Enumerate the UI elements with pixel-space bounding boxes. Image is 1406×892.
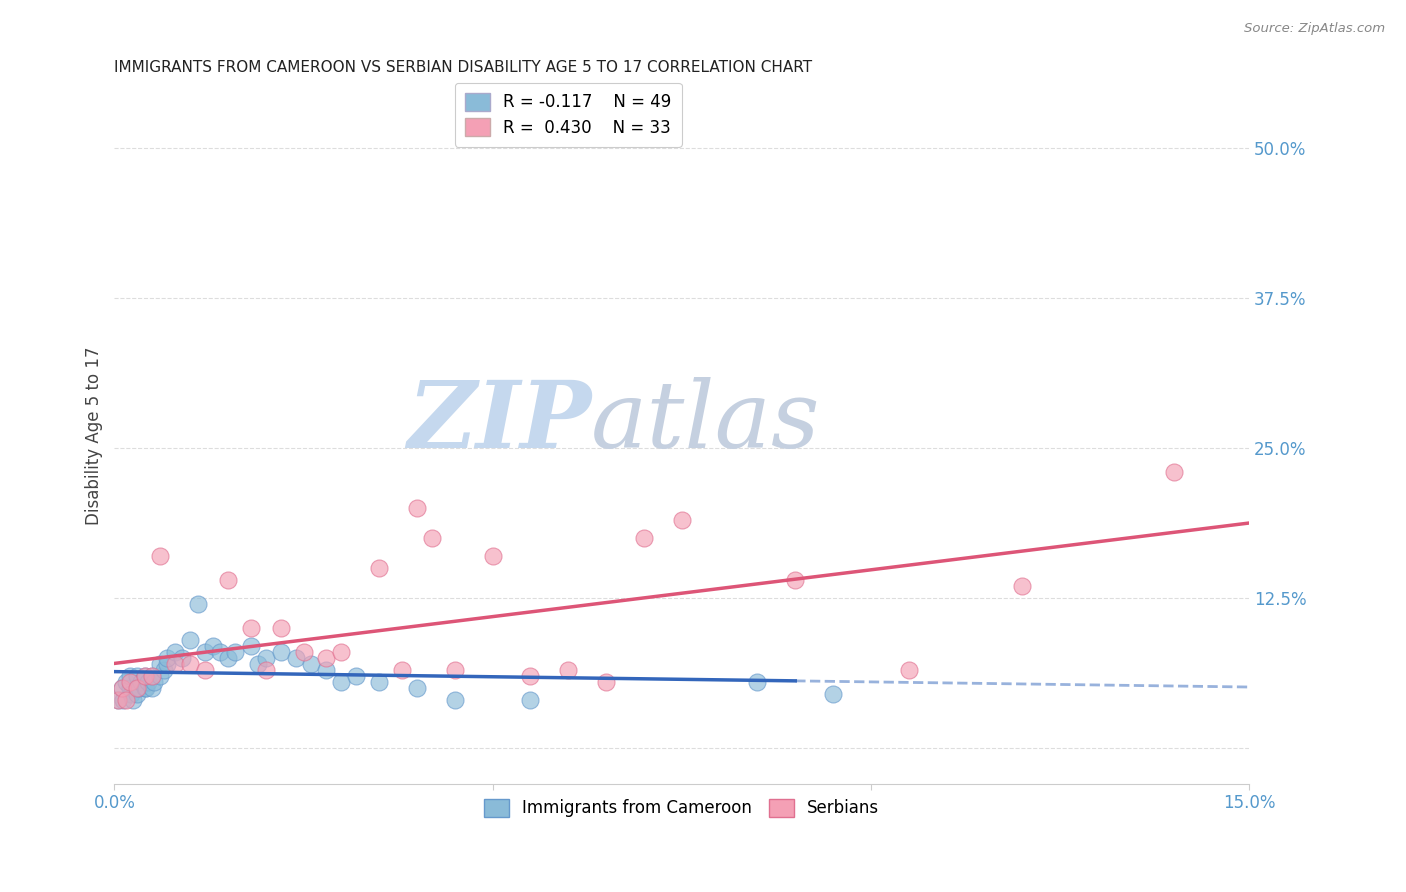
Y-axis label: Disability Age 5 to 17: Disability Age 5 to 17	[86, 347, 103, 525]
Point	[224, 645, 246, 659]
Text: Source: ZipAtlas.com: Source: ZipAtlas.com	[1244, 22, 1385, 36]
Point	[156, 650, 179, 665]
Point	[368, 561, 391, 575]
Point	[129, 674, 152, 689]
Point	[406, 500, 429, 515]
Point	[285, 650, 308, 665]
Point	[122, 693, 145, 707]
Point	[239, 639, 262, 653]
Point	[179, 657, 201, 671]
Point	[120, 687, 142, 701]
Point	[420, 531, 443, 545]
Point	[134, 681, 156, 695]
Point	[138, 674, 160, 689]
Text: atlas: atlas	[591, 377, 821, 467]
Point	[254, 650, 277, 665]
Point	[118, 681, 141, 695]
Point	[127, 669, 149, 683]
Text: IMMIGRANTS FROM CAMEROON VS SERBIAN DISABILITY AGE 5 TO 17 CORRELATION CHART: IMMIGRANTS FROM CAMEROON VS SERBIAN DISA…	[114, 60, 813, 75]
Point	[270, 645, 292, 659]
Point	[747, 674, 769, 689]
Point	[112, 693, 135, 707]
Point	[633, 531, 655, 545]
Point	[209, 645, 232, 659]
Point	[149, 669, 172, 683]
Point	[127, 687, 149, 701]
Point	[315, 663, 337, 677]
Point	[519, 669, 541, 683]
Point	[179, 632, 201, 647]
Point	[239, 621, 262, 635]
Point	[443, 663, 465, 677]
Point	[163, 645, 186, 659]
Point	[194, 645, 217, 659]
Point	[141, 669, 163, 683]
Point	[443, 693, 465, 707]
Point	[134, 669, 156, 683]
Point	[134, 669, 156, 683]
Point	[128, 681, 150, 695]
Point	[346, 669, 368, 683]
Point	[671, 513, 693, 527]
Point	[270, 621, 292, 635]
Point	[217, 573, 239, 587]
Point	[142, 674, 165, 689]
Point	[519, 693, 541, 707]
Point	[118, 669, 141, 683]
Point	[330, 645, 353, 659]
Point	[406, 681, 429, 695]
Point	[127, 681, 149, 695]
Point	[595, 674, 617, 689]
Point	[481, 549, 503, 563]
Point	[114, 674, 136, 689]
Point	[149, 549, 172, 563]
Point	[152, 663, 174, 677]
Point	[292, 645, 315, 659]
Point	[1011, 579, 1033, 593]
Point	[141, 669, 163, 683]
Point	[897, 663, 920, 677]
Point	[156, 657, 179, 671]
Point	[172, 650, 194, 665]
Point	[330, 674, 353, 689]
Point	[785, 573, 807, 587]
Point	[111, 681, 134, 695]
Point	[247, 657, 270, 671]
Point	[368, 674, 391, 689]
Point	[107, 693, 129, 707]
Point	[299, 657, 322, 671]
Point	[141, 681, 163, 695]
Point	[118, 674, 141, 689]
Point	[163, 657, 186, 671]
Point	[254, 663, 277, 677]
Point	[557, 663, 579, 677]
Point	[114, 693, 136, 707]
Point	[194, 663, 217, 677]
Point	[201, 639, 224, 653]
Point	[187, 597, 209, 611]
Point	[149, 657, 172, 671]
Point	[1163, 465, 1185, 479]
Point	[315, 650, 337, 665]
Point	[823, 687, 845, 701]
Point	[107, 693, 129, 707]
Point	[391, 663, 413, 677]
Point	[135, 681, 157, 695]
Text: ZIP: ZIP	[406, 377, 591, 467]
Point	[111, 681, 134, 695]
Legend: Immigrants from Cameroon, Serbians: Immigrants from Cameroon, Serbians	[478, 792, 886, 824]
Point	[127, 681, 149, 695]
Point	[217, 650, 239, 665]
